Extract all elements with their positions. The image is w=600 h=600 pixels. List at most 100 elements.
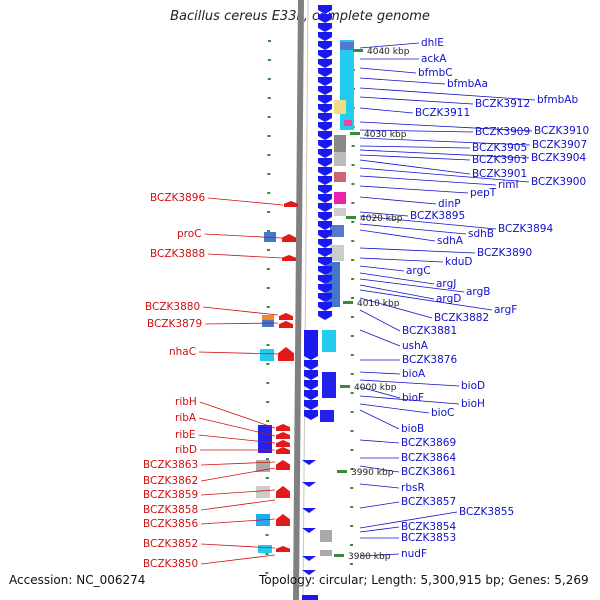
reverse-gene-label: BCZK3854 [401, 521, 456, 533]
forward-leader-line [201, 543, 276, 549]
reverse-gene-label: BCZK3904 [531, 152, 586, 164]
forward-leader-line [201, 518, 276, 525]
reverse-gene-label: BCZK3853 [401, 532, 456, 544]
reverse-leader-line [359, 196, 437, 205]
reverse-leader-line [359, 403, 430, 414]
reverse-gene-glyph [318, 158, 332, 167]
feature-dot [351, 240, 355, 242]
reverse-gene-glyph [318, 293, 332, 302]
reverse-gene-glyph [304, 380, 318, 390]
feature-dot [350, 373, 354, 375]
feature-dot [266, 401, 270, 403]
reverse-leader-line [359, 185, 469, 194]
feature-dot [350, 487, 354, 489]
reverse-gene-glyph [318, 140, 332, 149]
forward-gene-label: proC [177, 228, 202, 240]
reverse-leader-line [359, 329, 401, 347]
reverse-gene-label: BCZK3901 [472, 168, 527, 180]
reverse-leader-line [359, 465, 400, 473]
feature-dot [267, 78, 271, 80]
reverse-leader-line [359, 289, 493, 311]
forward-leader-line [199, 401, 276, 429]
feature-dot [351, 202, 355, 204]
reverse-gene-label: BCZK3900 [531, 176, 586, 188]
reverse-leader-line [359, 297, 433, 319]
forward-leader-line [201, 489, 276, 496]
reverse-gene-label: bioH [461, 398, 485, 410]
reverse-gene-glyph [318, 68, 332, 77]
feature-dot [350, 468, 354, 470]
reverse-gene-label: sdhB [468, 228, 494, 240]
feature-dot [349, 563, 353, 565]
reverse-leader-line [359, 309, 401, 332]
forward-leader-line [201, 499, 276, 511]
feature-dot [351, 259, 355, 261]
forward-leader-line [198, 434, 276, 444]
reverse-gene-label: bfmbAb [537, 94, 578, 106]
reverse-leader-line [359, 229, 436, 242]
feature-block [334, 152, 346, 166]
reverse-gene-glyph [318, 194, 332, 203]
reverse-gene-glyph [318, 122, 332, 131]
reverse-gene-label: BCZK3909 [475, 126, 530, 138]
reverse-gene-label: BCZK3855 [459, 506, 514, 518]
reverse-gene-label: BCZK3864 [401, 452, 456, 464]
feature-block [256, 486, 270, 498]
scale-tick-label: 3980 kbp [348, 552, 391, 562]
reverse-gene-label: argC [406, 265, 431, 277]
reverse-gene-glyph [318, 239, 332, 248]
reverse-gene-glyph [304, 390, 318, 400]
reverse-gene-glyph [318, 149, 332, 158]
backbone-edge [302, 0, 309, 600]
reverse-leader-line [359, 553, 400, 557]
reverse-leader-line [359, 159, 471, 175]
forward-gene-label: BCZK3879 [147, 318, 202, 330]
reverse-gene-label: dhlE [421, 37, 444, 49]
feature-dot [266, 344, 270, 346]
reverse-gene-label: argF [494, 304, 517, 316]
feature-block [330, 225, 344, 237]
reverse-gene-glyph [302, 508, 316, 513]
reverse-leader-line [359, 129, 474, 133]
forward-gene-label: ribH [175, 396, 197, 408]
forward-gene-label: BCZK3858 [143, 504, 198, 516]
reverse-leader-line [359, 371, 401, 375]
reverse-leader-line [359, 284, 435, 300]
scale-tick [334, 554, 344, 557]
forward-leader-line [201, 467, 276, 482]
reverse-gene-label: bioC [431, 407, 454, 419]
reverse-leader-line [359, 77, 446, 85]
feature-block [334, 100, 346, 114]
feature-dot [265, 477, 269, 479]
reverse-gene-label: bioA [402, 368, 426, 380]
reverse-gene-label: BCZK3881 [402, 325, 457, 337]
reverse-gene-label: dinP [438, 198, 461, 210]
feature-block [258, 545, 272, 553]
feature-dot [350, 316, 354, 318]
reverse-gene-glyph [318, 275, 332, 284]
reverse-gene-glyph [318, 104, 332, 113]
reverse-gene-glyph [304, 350, 318, 360]
feature-block [344, 120, 352, 126]
reverse-gene-glyph [304, 400, 318, 410]
feature-dot [350, 411, 354, 413]
reverse-leader-line [359, 257, 444, 263]
forward-gene-label: BCZK3896 [150, 192, 205, 204]
reverse-leader-line [359, 409, 400, 430]
forward-gene-glyph [276, 546, 290, 552]
reverse-leader-line [359, 526, 400, 533]
reverse-gene-label: rimI [498, 179, 519, 191]
reverse-leader-line [359, 501, 400, 509]
scale-tick [337, 470, 347, 473]
reverse-gene-label: bioF [402, 392, 424, 404]
reverse-gene-glyph [318, 221, 332, 230]
forward-leader-line [199, 417, 276, 437]
forward-gene-glyph [276, 440, 290, 447]
reverse-gene-glyph [318, 59, 332, 68]
topology-text: Topology: circular; Length: 5,300,915 bp… [259, 573, 589, 587]
reverse-gene-label: BCZK3905 [472, 142, 527, 154]
feature-dot [266, 268, 270, 270]
feature-block [322, 372, 336, 398]
reverse-gene-glyph [318, 230, 332, 239]
